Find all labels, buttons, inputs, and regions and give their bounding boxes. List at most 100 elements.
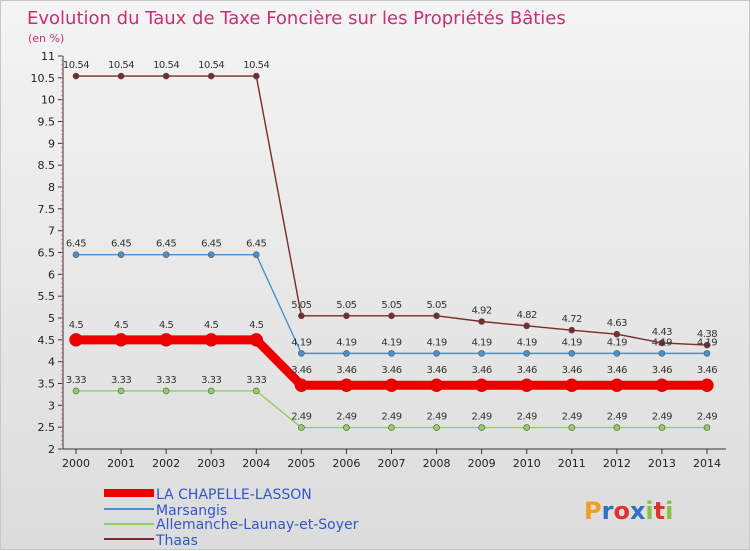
data-label: 2.49: [426, 412, 446, 423]
legend-label-marsangis: Marsangis: [156, 503, 227, 519]
data-label: 6.45: [201, 239, 221, 250]
data-point: [429, 378, 444, 392]
data-label: 6.45: [66, 239, 86, 250]
data-point: [298, 424, 305, 431]
data-label: 10.54: [243, 60, 269, 71]
data-point: [252, 72, 260, 80]
y-tick-label: 9.5: [38, 116, 56, 129]
y-tick-label: 3.5: [38, 378, 56, 391]
data-point: [117, 387, 125, 395]
y-tick-label: 9: [48, 137, 55, 150]
data-label: 4.38: [697, 329, 717, 340]
data-label: 3.46: [652, 365, 672, 376]
data-point: [613, 424, 621, 431]
data-label: 4.5: [159, 320, 174, 331]
data-point: [655, 378, 669, 392]
y-tick-label: 8.5: [38, 159, 56, 172]
data-label: 5.05: [291, 300, 311, 311]
data-point: [433, 424, 440, 431]
data-label: 4.19: [381, 337, 401, 348]
data-point: [339, 378, 354, 392]
series-group: [69, 72, 714, 431]
data-point: [610, 378, 624, 392]
data-label: 4.5: [249, 320, 264, 331]
data-point: [703, 424, 711, 431]
logo-text: Proxiti: [584, 497, 673, 525]
data-point: [658, 424, 666, 431]
y-tick-label: 10: [41, 94, 55, 107]
data-label: 6.45: [246, 239, 266, 250]
x-tick-label: 2004: [242, 457, 270, 470]
data-label: 2.49: [381, 412, 401, 423]
x-tick-label: 2012: [603, 457, 631, 470]
data-point: [613, 330, 621, 338]
data-point: [298, 312, 305, 320]
proxiti-logo: Proxiti: [584, 497, 673, 525]
data-point: [703, 341, 711, 349]
data-label: 3.46: [291, 365, 311, 376]
x-tick-label: 2005: [287, 457, 315, 470]
data-point: [343, 350, 350, 357]
data-label: 2.49: [336, 412, 356, 423]
x-tick-label: 2003: [197, 457, 225, 470]
data-label: 6.45: [156, 239, 176, 250]
data-point: [72, 251, 80, 258]
x-tick-label: 2009: [468, 457, 496, 470]
data-label: 6.45: [111, 239, 131, 250]
x-tick-label: 2006: [332, 457, 360, 470]
data-point: [207, 251, 215, 258]
data-label: 4.72: [562, 314, 582, 325]
data-point: [523, 322, 531, 330]
data-point: [117, 72, 125, 80]
chart-subtitle: (en %): [28, 32, 64, 45]
data-label: 4.19: [652, 337, 672, 348]
data-label: 4.5: [69, 320, 84, 331]
logo-letter: o: [613, 497, 630, 525]
data-point: [703, 350, 711, 357]
data-point: [478, 350, 485, 357]
data-point: [384, 378, 399, 392]
data-point: [162, 387, 170, 395]
logo-letter: i: [665, 497, 673, 525]
data-label: 10.54: [198, 60, 224, 71]
data-label: 3.33: [66, 375, 86, 386]
data-label: 3.33: [156, 375, 176, 386]
data-point: [568, 350, 576, 357]
data-point: [207, 72, 215, 80]
y-minor-ticks: [61, 55, 63, 450]
chart-title: Evolution du Taux de Taxe Foncière sur l…: [27, 8, 566, 29]
data-label: 2.49: [517, 412, 537, 423]
y-tick-label: 6.5: [38, 247, 56, 260]
data-point: [388, 312, 395, 320]
legend-label-thaas: Thaas: [155, 533, 198, 549]
logo-letter: x: [630, 497, 646, 525]
y-tick-label: 3: [48, 399, 55, 412]
data-label: 5.05: [336, 300, 356, 311]
x-tick-label: 2007: [378, 457, 406, 470]
data-label: 3.33: [201, 375, 221, 386]
data-label: 4.43: [652, 327, 672, 338]
data-point: [114, 333, 128, 347]
data-point: [69, 333, 83, 347]
data-point: [294, 378, 309, 392]
y-tick-label: 4.5: [38, 334, 56, 347]
data-label: 3.46: [697, 365, 717, 376]
data-point: [388, 424, 395, 431]
data-label: 4.5: [204, 320, 219, 331]
data-label: 10.54: [108, 60, 134, 71]
legend-label-allemanche: Allemanche-Launay-et-Soyer: [156, 517, 359, 533]
data-label: 4.82: [517, 310, 537, 321]
data-point: [388, 350, 395, 357]
legend: LA CHAPELLE-LASSON Marsangis Allemanche-…: [104, 487, 359, 549]
data-label: 3.46: [336, 365, 356, 376]
x-tick-label: 2014: [693, 457, 721, 470]
data-label: 2.49: [607, 412, 627, 423]
data-point: [72, 387, 80, 395]
data-label: 4.19: [517, 337, 537, 348]
data-label: 4.19: [426, 337, 446, 348]
y-tick-label: 6: [48, 268, 55, 281]
data-label: 4.19: [291, 337, 311, 348]
data-point: [204, 333, 218, 347]
data-label: 4.19: [607, 337, 627, 348]
